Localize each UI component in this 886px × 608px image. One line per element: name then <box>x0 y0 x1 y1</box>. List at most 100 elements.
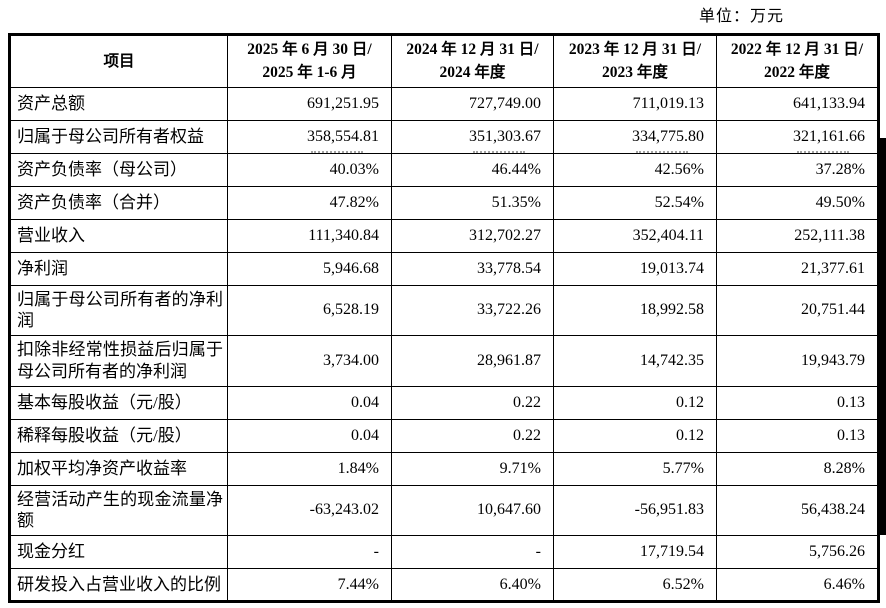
table-row: 基本每股收益（元/股） 0.04 0.22 0.12 0.13 <box>9 385 879 420</box>
row-value: 33,722.26 <box>391 284 554 336</box>
table-header-row: 项目 2025 年 6 月 30 日/ 2025 年 1-6 月 2024 年 … <box>9 34 879 88</box>
row-label: 资产总额 <box>9 86 228 121</box>
row-value: 7.44% <box>227 568 392 602</box>
table-row: 现金分红 - -17,719.54 5,756.26 <box>9 535 879 569</box>
row-value: 33,778.54 <box>391 251 554 286</box>
row-value: 40.03% <box>227 152 392 187</box>
row-value: 3,734.00 <box>227 335 392 387</box>
scan-artifact-bar <box>879 138 886 535</box>
row-value: - <box>391 535 554 569</box>
table-row: 研发投入占营业收入的比例 7.44% 6.40% 6.52% 6.46% <box>9 568 879 602</box>
row-value: 1.84% <box>227 451 392 486</box>
row-value: 6.52% <box>553 568 717 602</box>
row-value: 51.35% <box>391 185 554 220</box>
table-row: 扣除非经常性损益后归属于母公司所有者的净利润 3,734.00 28,961.87 1… <box>9 335 879 387</box>
scan-artifact-marks <box>797 149 849 152</box>
table-row: 资产总额 691,251.95 727,749.00 711,019.13 641,13… <box>9 86 879 121</box>
row-value: 312,702.27 <box>391 218 554 253</box>
table-row: 稀释每股收益（元/股） 0.04 0.22 0.12 0.13 <box>9 418 879 453</box>
row-value: 56,438.24 <box>716 484 879 536</box>
table-row: 资产负债率（合并） 47.82% 51.35% 52.54% 49.50% <box>9 185 879 220</box>
header-line: 2024 年 12 月 31 日/ <box>406 41 539 58</box>
header-line: 2023 年 12 月 31 日/ <box>568 41 702 58</box>
row-value: 0.04 <box>227 418 392 453</box>
scan-artifact-marks <box>636 149 688 152</box>
row-label: 扣除非经常性损益后归属于母公司所有者的净利润 <box>9 335 228 387</box>
row-value: 37.28% <box>716 152 879 187</box>
row-value: 6.46% <box>716 568 879 602</box>
row-value: 0.13 <box>716 418 879 453</box>
row-value: 0.22 <box>391 385 554 420</box>
row-value: 252,111.38 <box>716 218 879 253</box>
row-value: 20,751.44 <box>716 284 879 336</box>
row-value: 0.04 <box>227 385 392 420</box>
row-value: - <box>227 535 392 569</box>
row-value: 19,943.79 <box>716 335 879 387</box>
row-value: 28,961.87 <box>391 335 554 387</box>
row-value: 5.77% <box>553 451 717 486</box>
table-row: 归属于母公司所有者权益 358,554.81 351,303.67 334,775.8… <box>9 119 879 154</box>
row-label: 现金分红 <box>9 535 228 569</box>
row-value: 5,946.68 <box>227 251 392 286</box>
row-value: 352,404.11 <box>553 218 717 253</box>
row-value: 17,719.54 <box>553 535 717 569</box>
row-label: 净利润 <box>9 251 228 286</box>
header-line: 2023 年度 <box>602 64 668 82</box>
header-period-2022: 2022 年 12 月 31 日/ 2022 年度 <box>716 34 879 88</box>
row-value: 358,554.81 <box>227 119 392 154</box>
row-label: 稀释每股收益（元/股） <box>9 418 228 453</box>
row-value: 641,133.94 <box>716 86 879 121</box>
header-period-2023: 2023 年 12 月 31 日/ 2023 年度 <box>553 34 717 88</box>
table-row: 加权平均净资产收益率 1.84% 9.71% 5.77% 8.28% <box>9 451 879 486</box>
row-label: 归属于母公司所有者的净利润 <box>9 284 228 336</box>
header-line: 2024 年度 <box>439 64 506 82</box>
table-row: 资产负债率（母公司） 40.03% 46.44% 42.56% 37.28% <box>9 152 879 187</box>
header-item-column: 项目 <box>9 34 228 88</box>
row-value: 10,647.60 <box>391 484 554 536</box>
row-value: 111,340.84 <box>227 218 392 253</box>
row-label: 基本每股收益（元/股） <box>9 385 228 420</box>
row-value: 46.44% <box>391 152 554 187</box>
row-value: 727,749.00 <box>391 86 554 121</box>
table-row: 经营活动产生的现金流量净额 -63,243.02 10,647.60 -56,951.… <box>9 484 879 536</box>
row-value: 0.12 <box>553 418 717 453</box>
header-line: 2022 年度 <box>764 64 830 82</box>
scan-artifact-marks <box>311 149 363 152</box>
row-value: 711,019.13 <box>553 86 717 121</box>
row-value: 42.56% <box>553 152 717 187</box>
row-value: 0.12 <box>553 385 717 420</box>
row-value: 21,377.61 <box>716 251 879 286</box>
table-row: 归属于母公司所有者的净利润 6,528.19 33,722.26 18,992.58 2… <box>9 284 879 336</box>
row-value: 14,742.35 <box>553 335 717 387</box>
header-line: 2025 年 1-6 月 <box>262 64 357 82</box>
row-value: 0.22 <box>391 418 554 453</box>
row-value: 49.50% <box>716 185 879 220</box>
row-label: 营业收入 <box>9 218 228 253</box>
scan-artifact-marks <box>473 149 525 152</box>
row-value: 47.82% <box>227 185 392 220</box>
row-value: 321,161.66 <box>716 119 879 154</box>
header-line: 2025 年 6 月 30 日/ <box>247 41 372 58</box>
row-value: 52.54% <box>553 185 717 220</box>
row-value: 691,251.95 <box>227 86 392 121</box>
header-period-2025: 2025 年 6 月 30 日/ 2025 年 1-6 月 <box>227 34 392 88</box>
row-value: 6,528.19 <box>227 284 392 336</box>
table-row: 净利润 5,946.68 33,778.54 19,013.74 21,377.61 <box>9 251 879 286</box>
row-label: 资产负债率（合并） <box>9 185 228 220</box>
row-value: 334,775.80 <box>553 119 717 154</box>
financial-table: 项目 2025 年 6 月 30 日/ 2025 年 1-6 月 2024 年 … <box>8 33 880 603</box>
row-label: 研发投入占营业收入的比例 <box>9 568 228 602</box>
header-line: 2022 年 12 月 31 日/ <box>730 41 864 58</box>
row-value: -63,243.02 <box>227 484 392 536</box>
table-row: 营业收入 111,340.84 312,702.27 352,404.11 252,11… <box>9 218 879 253</box>
row-value: 19,013.74 <box>553 251 717 286</box>
row-value: 8.28% <box>716 451 879 486</box>
row-value: 6.40% <box>391 568 554 602</box>
row-value: 18,992.58 <box>553 284 717 336</box>
row-label: 归属于母公司所有者权益 <box>9 119 228 154</box>
row-value: 5,756.26 <box>716 535 879 569</box>
row-value: 351,303.67 <box>391 119 554 154</box>
units-label: 单位：万元 <box>698 8 784 25</box>
row-value: 9.71% <box>391 451 554 486</box>
